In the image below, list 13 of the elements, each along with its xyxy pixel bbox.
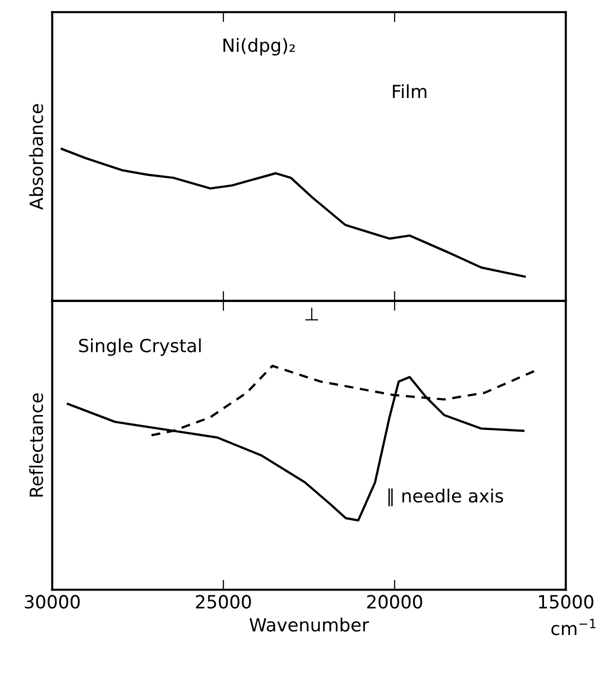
- text: Single Crystal: [79, 338, 201, 356]
- x-tick-label: 15000: [539, 594, 594, 609]
- text: Ni(dpg)₂: [223, 38, 295, 56]
- text: cm$^{−1}$: [551, 618, 596, 636]
- x-tick-label: 30000: [24, 594, 80, 609]
- y-axis-title: Reflectance: [29, 393, 44, 497]
- series-label: ∥ needle axis: [388, 488, 504, 506]
- x-tick-label: 25000: [196, 594, 251, 609]
- text: Film: [392, 84, 426, 98]
- x-tick-label: 20000: [367, 594, 422, 609]
- text: ⊥: [305, 308, 318, 320]
- x-axis-title: Wavenumber: [250, 618, 370, 632]
- y-axis-title: Absorbance: [29, 104, 44, 210]
